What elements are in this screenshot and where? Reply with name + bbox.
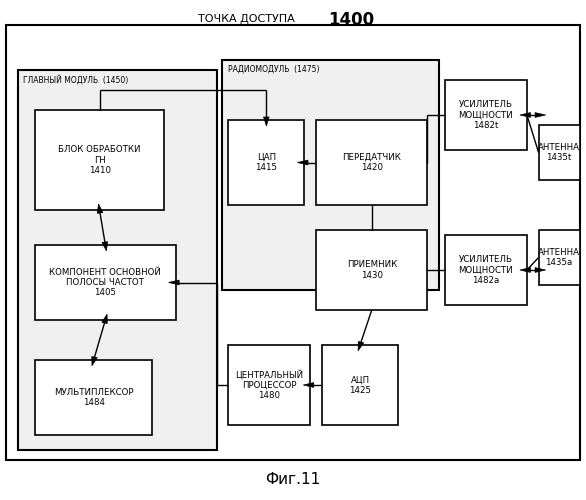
Text: ПРИЕМНИК
1430: ПРИЕМНИК 1430 xyxy=(347,260,397,280)
Polygon shape xyxy=(298,160,308,165)
Bar xyxy=(6,25,580,460)
Polygon shape xyxy=(535,268,546,272)
Text: КОМПОНЕНТ ОСНОВНОЙ
ПОЛОСЫ ЧАСТОТ
1405: КОМПОНЕНТ ОСНОВНОЙ ПОЛОСЫ ЧАСТОТ 1405 xyxy=(49,268,161,298)
Bar xyxy=(445,235,527,305)
Bar xyxy=(35,245,176,320)
Polygon shape xyxy=(520,112,530,117)
Text: УСИЛИТЕЛЬ
МОЩНОСТИ
1482t: УСИЛИТЕЛЬ МОЩНОСТИ 1482t xyxy=(458,100,513,130)
Bar xyxy=(35,110,164,210)
Text: ПЕРЕДАТЧИК
1420: ПЕРЕДАТЧИК 1420 xyxy=(342,153,401,172)
Text: ЦЕНТРАЛЬНЫЙ
ПРОЦЕССОР
1480: ЦЕНТРАЛЬНЫЙ ПРОЦЕССОР 1480 xyxy=(235,370,304,400)
Bar xyxy=(35,360,152,435)
Bar xyxy=(539,230,580,285)
Text: ТОЧКА ДОСТУПА: ТОЧКА ДОСТУПА xyxy=(197,14,294,24)
Text: УСИЛИТЕЛЬ
МОЩНОСТИ
1482a: УСИЛИТЕЛЬ МОЩНОСТИ 1482a xyxy=(458,255,513,285)
Bar xyxy=(445,80,527,150)
Polygon shape xyxy=(520,268,530,272)
Bar xyxy=(322,345,398,425)
Polygon shape xyxy=(169,280,179,285)
Polygon shape xyxy=(97,204,103,214)
Text: МУЛЬТИПЛЕКСОР
1484: МУЛЬТИПЛЕКСОР 1484 xyxy=(54,388,134,407)
Text: Фиг.11: Фиг.11 xyxy=(265,472,321,488)
Text: АЦП
1425: АЦП 1425 xyxy=(349,376,371,394)
Text: БЛОК ОБРАБОТКИ
ГН
1410: БЛОК ОБРАБОТКИ ГН 1410 xyxy=(58,145,141,175)
Polygon shape xyxy=(102,314,107,324)
Polygon shape xyxy=(102,242,108,251)
Text: АНТЕННА
1435a: АНТЕННА 1435a xyxy=(538,248,580,267)
Text: РАДИОМОДУЛЬ  (1475): РАДИОМОДУЛЬ (1475) xyxy=(229,65,320,74)
Polygon shape xyxy=(535,112,546,117)
Bar xyxy=(539,125,580,180)
Polygon shape xyxy=(304,382,314,388)
Polygon shape xyxy=(92,356,97,366)
Text: ГЛАВНЫЙ МОДУЛЬ  (1450): ГЛАВНЫЙ МОДУЛЬ (1450) xyxy=(23,75,129,85)
Bar xyxy=(223,60,439,290)
Bar xyxy=(229,120,305,205)
Polygon shape xyxy=(264,117,269,126)
Text: АНТЕННА
1435t: АНТЕННА 1435t xyxy=(538,143,580,162)
Bar xyxy=(18,70,217,450)
Text: ЦАП
1415: ЦАП 1415 xyxy=(255,153,277,172)
Polygon shape xyxy=(358,342,364,351)
Bar xyxy=(316,230,427,310)
Bar xyxy=(316,120,427,205)
Text: 1400: 1400 xyxy=(328,11,374,29)
Bar xyxy=(229,345,310,425)
